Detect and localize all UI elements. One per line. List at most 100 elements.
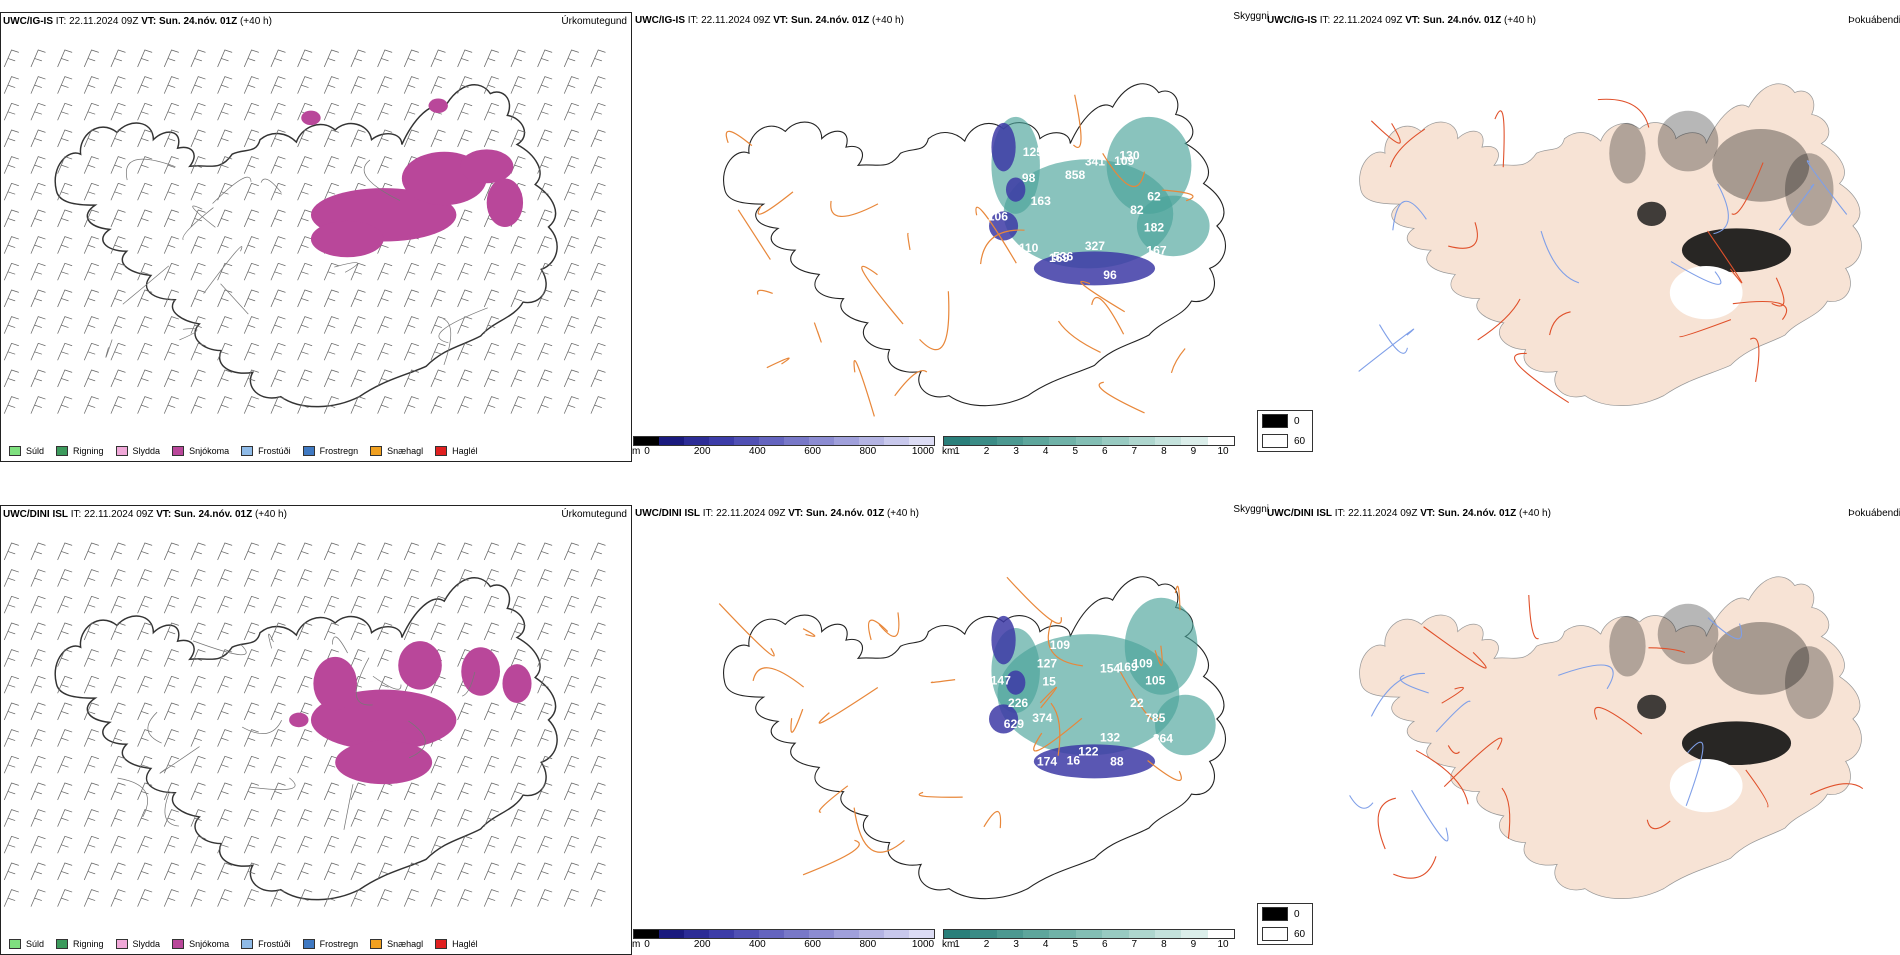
road-line	[979, 229, 1025, 265]
road-line	[1810, 783, 1864, 796]
colorbar-tick: 400	[749, 446, 766, 457]
wind-barb	[3, 649, 19, 667]
wind-barb	[430, 129, 446, 148]
wind-barb	[163, 156, 179, 174]
road-line	[147, 711, 162, 744]
cloud-base-label: 341	[1085, 155, 1105, 169]
wind-barb	[190, 729, 206, 747]
cloud-base-label: 110	[1019, 241, 1039, 255]
field-name: Þokuábendi	[1848, 15, 1900, 26]
wind-barb	[30, 316, 46, 334]
legend-item: Haglél	[435, 446, 478, 456]
wind-barb	[270, 76, 286, 94]
wind-barb	[590, 862, 606, 881]
road-line	[1098, 381, 1145, 414]
wind-barb	[137, 102, 153, 121]
wind-barb	[483, 102, 499, 121]
wind-barb	[83, 542, 99, 561]
vt-label: VT:	[788, 508, 804, 519]
wind-barb	[323, 102, 339, 121]
wind-barb	[377, 316, 393, 334]
wind-barb	[563, 156, 579, 174]
height-bar-colorbar: m 0 200 400 600 800 1000	[632, 929, 935, 953]
wind-barb	[430, 316, 446, 334]
wind-barb	[430, 889, 446, 907]
wind-barb	[430, 49, 446, 68]
panel-header: UWC/IG-IS IT: 22.11.2024 09Z VT: Sun. 24…	[1267, 15, 1536, 26]
vt-label: VT:	[773, 15, 789, 26]
wind-barb	[297, 649, 313, 667]
road-line	[1679, 319, 1732, 338]
road-line	[1147, 760, 1182, 781]
wind-barb	[57, 316, 73, 334]
colorbar-tick: 9	[1190, 446, 1197, 457]
wind-barb	[537, 569, 553, 587]
wind-barb	[483, 76, 499, 94]
cloud-base-label: 98	[1022, 171, 1036, 185]
wind-barb	[457, 809, 473, 827]
wind-barb	[163, 622, 179, 641]
wind-barb	[323, 782, 339, 801]
wind-barb	[430, 396, 446, 414]
wind-barb	[30, 342, 46, 361]
wind-barb	[163, 49, 179, 68]
lead-time: (+40 h)	[1518, 508, 1551, 519]
wind-barb	[537, 129, 553, 148]
wind-barb	[83, 182, 99, 201]
colorbar-cell	[970, 930, 997, 938]
vis-bar-colorbar: km 1 2 3 4 5 6 7 8 9 10	[942, 929, 1235, 953]
wind-barb	[190, 569, 206, 587]
colorbar-cell	[659, 930, 684, 938]
wind-barb	[3, 209, 19, 228]
wind-barb	[83, 156, 99, 174]
wind-barb	[537, 369, 553, 388]
wind-barb	[190, 342, 206, 361]
river-line	[1540, 230, 1580, 284]
wind-barb	[350, 809, 366, 827]
wind-barb	[270, 702, 286, 721]
wind-barb	[510, 102, 526, 121]
wind-barb	[217, 729, 233, 747]
colorbar-cell	[734, 930, 759, 938]
wind-barb	[190, 702, 206, 721]
cloud-base-label: 125	[1023, 145, 1043, 159]
wind-barb	[403, 595, 419, 614]
wind-barb	[243, 49, 259, 68]
road-line	[1749, 337, 1760, 382]
wind-barb	[297, 262, 313, 281]
wind-barb	[457, 542, 473, 561]
wind-barb	[483, 835, 499, 854]
wind-barb	[297, 542, 313, 561]
wind-barb	[3, 569, 19, 587]
snow-area	[398, 641, 442, 690]
wind-barb	[270, 129, 286, 148]
colorbar-cell	[859, 437, 884, 445]
wind-barb	[30, 729, 46, 747]
wind-barb	[217, 156, 233, 174]
wind-barb	[430, 569, 446, 587]
wind-barb	[377, 835, 393, 854]
road-line	[1057, 320, 1101, 353]
colorbar-tick: 10	[1217, 939, 1229, 950]
road-line	[192, 205, 216, 228]
road-line	[122, 265, 170, 305]
wind-barb	[190, 129, 206, 148]
it-label: IT:	[55, 16, 67, 27]
fog-scale-swatch	[1262, 434, 1288, 448]
colorbar-cell	[944, 437, 971, 445]
river-line	[1707, 617, 1743, 640]
road-line	[1477, 298, 1521, 341]
wind-barb	[350, 595, 366, 614]
wind-barb	[430, 835, 446, 854]
fog-area	[1785, 646, 1834, 719]
colorbar-tick: 7	[1131, 939, 1138, 950]
wind-barb	[297, 209, 313, 228]
road-line	[1448, 222, 1478, 249]
wind-barb	[590, 835, 606, 854]
field-name: Úrkomutegund	[561, 509, 627, 520]
wind-barb	[110, 182, 126, 201]
legend-item: Súld	[9, 939, 44, 949]
wind-barb	[403, 76, 419, 94]
colorbar-cell	[884, 930, 909, 938]
cloud-base-label: 109	[1132, 657, 1152, 671]
